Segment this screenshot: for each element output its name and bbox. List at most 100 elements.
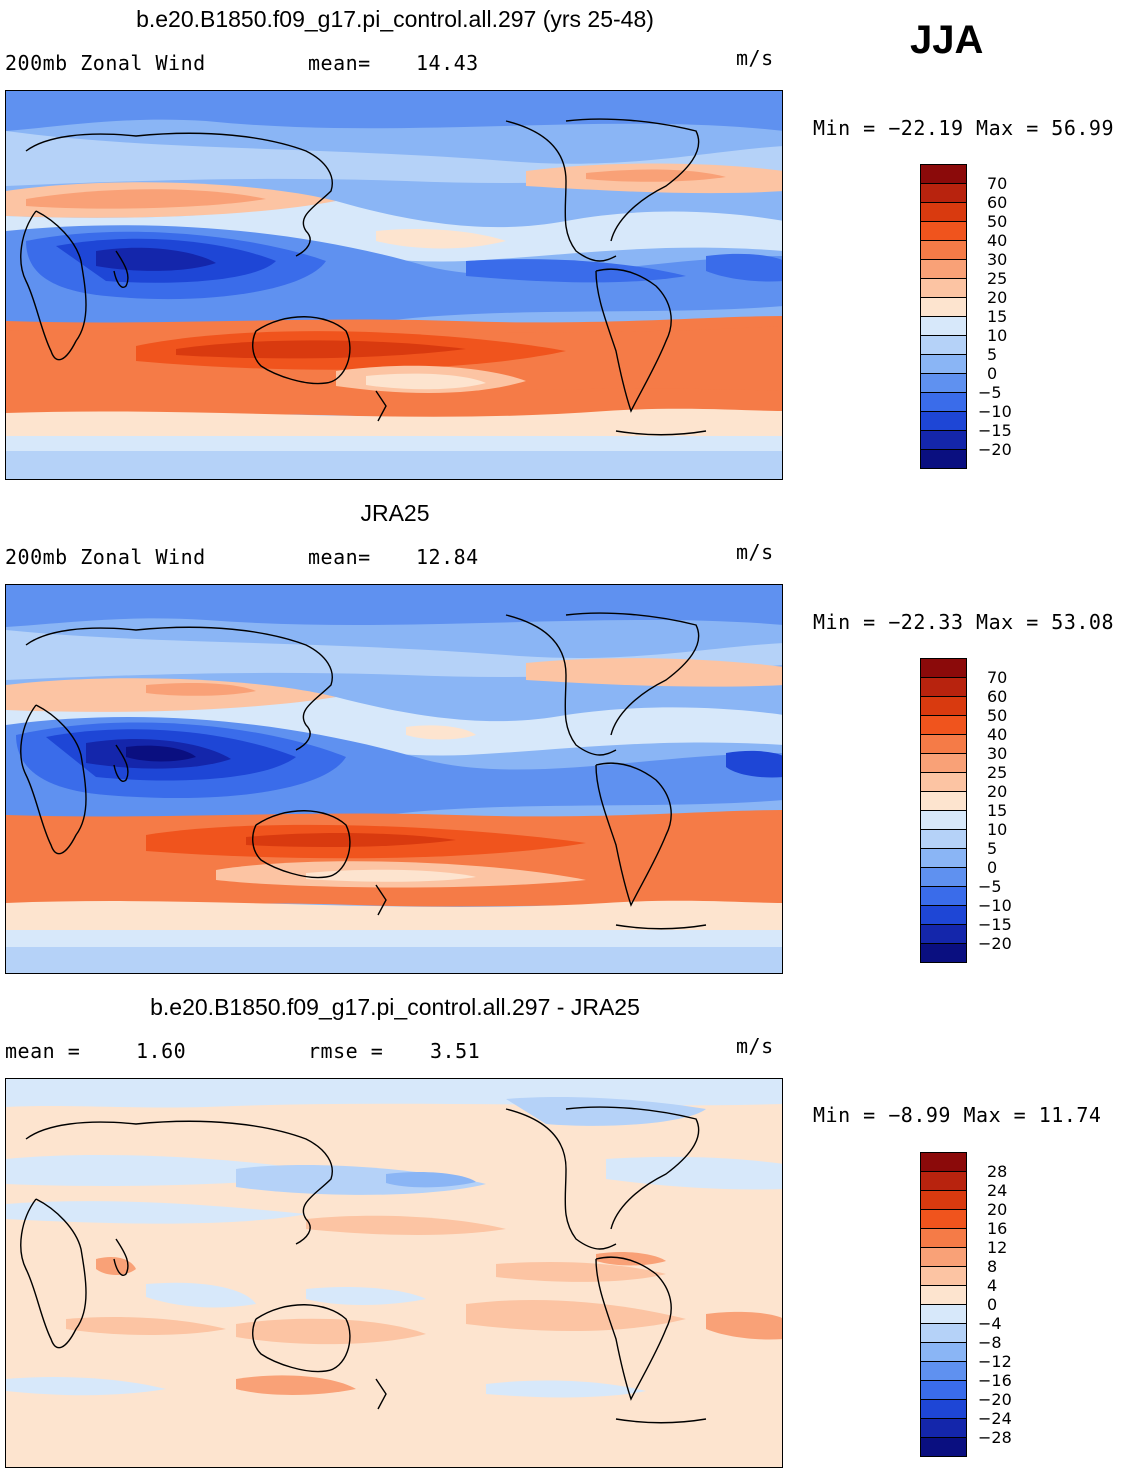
panel-3-colorbar-box	[920, 1304, 967, 1323]
panel-2-colorbar-tick-label: 60	[987, 687, 1008, 706]
panel-2-colorbar-box	[920, 677, 967, 696]
panel-3-colorbar-box	[920, 1285, 967, 1304]
panel-1-mean-value: 14.43	[416, 51, 479, 75]
panel-3-colorbar-box	[920, 1209, 967, 1228]
panel-3-colorbar-tick-label: −12	[978, 1352, 1012, 1371]
panel-2-colorbar-tick-label: −10	[978, 896, 1012, 915]
panel-1-colorbar-box	[920, 316, 967, 335]
panel-2-minmax: Min = −22.33 Max = 53.08	[813, 610, 1114, 634]
panel-1-colorbar-tick-label: 15	[987, 307, 1008, 326]
panel-2-colorbar-tick-label: −20	[978, 934, 1012, 953]
panel-3-colorbar-box	[920, 1190, 967, 1209]
panel-1-title: b.e20.B1850.f09_g17.pi_control.all.297 (…	[136, 6, 654, 32]
panel-2-colorbar-box	[920, 658, 967, 677]
panel-3-colorbar-tick-label: 12	[987, 1238, 1008, 1257]
panel-3-colorbar-tick-label: −20	[978, 1390, 1012, 1409]
panel-1-colorbar-box	[920, 240, 967, 259]
panel-3-colorbar-box	[920, 1323, 967, 1342]
panel-1-mean-label: mean=	[308, 51, 371, 75]
panel-2-colorbar-box	[920, 791, 967, 810]
panel-2-colorbar-tick-label: 10	[987, 820, 1008, 839]
panel-3-colorbar-box	[920, 1228, 967, 1247]
panel-3-colorbar-tick-label: 24	[987, 1181, 1008, 1200]
panel-1-colorbar-tick-label: 5	[987, 345, 998, 364]
panel-2-colorbar-box	[920, 867, 967, 886]
panel-1-colorbar-tick-label: −15	[978, 421, 1012, 440]
panel-2-colorbar-tick-label: −15	[978, 915, 1012, 934]
panel-3-colorbar-tick-label: −28	[978, 1428, 1012, 1447]
panel-3-minmax: Min = −8.99 Max = 11.74	[813, 1103, 1102, 1127]
panel-1-colorbar-box	[920, 164, 967, 183]
panel-2-colorbar-box	[920, 753, 967, 772]
panel-3-rmse-label: rmse =	[308, 1039, 384, 1063]
panel-1-colorbar-tick-label: 25	[987, 269, 1008, 288]
panel-2-colorbar-tick-label: 0	[987, 858, 998, 877]
panel-2-colorbar-box	[920, 772, 967, 791]
panel-3-colorbar-tick-label: 4	[987, 1276, 998, 1295]
panel-3-colorbar-tick-label: 16	[987, 1219, 1008, 1238]
panel-2-colorbar-box	[920, 848, 967, 867]
panel-2-colorbar-tick-label: 25	[987, 763, 1008, 782]
panel-2-colorbar-box	[920, 810, 967, 829]
panel-3-colorbar	[920, 1152, 967, 1457]
panel-1-colorbar-box	[920, 297, 967, 316]
panel-1-colorbar-box	[920, 335, 967, 354]
panel-3-rmse-value: 3.51	[430, 1039, 481, 1063]
panel-3-colorbar-box	[920, 1418, 967, 1437]
panel-1-colorbar-tick-label: 10	[987, 326, 1008, 345]
panel-2-colorbar-tick-label: 30	[987, 744, 1008, 763]
panel-1-colorbar-tick-label: −5	[978, 383, 1002, 402]
panel-1-minmax: Min = −22.19 Max = 56.99	[813, 116, 1114, 140]
panel-2-variable-label: 200mb Zonal Wind	[5, 545, 206, 569]
panel-2-colorbar-box	[920, 715, 967, 734]
panel-2-colorbar-box	[920, 829, 967, 848]
panel-3-colorbar-box	[920, 1247, 967, 1266]
panel-2-colorbar-box	[920, 696, 967, 715]
panel-1-colorbar-box	[920, 278, 967, 297]
panel-1-colorbar	[920, 164, 967, 469]
panel-1-colorbar-tick-label: 70	[987, 174, 1008, 193]
panel-3-colorbar-box	[920, 1152, 967, 1171]
panel-2-colorbar-box	[920, 943, 967, 963]
panel-3-colorbar-tick-label: 28	[987, 1162, 1008, 1181]
panel-1-variable-label: 200mb Zonal Wind	[5, 51, 206, 75]
panel-1-colorbar-tick-label: −10	[978, 402, 1012, 421]
panel-3-colorbar-tick-label: −8	[978, 1333, 1002, 1352]
panel-2-colorbar-tick-label: 40	[987, 725, 1008, 744]
panel-3-colorbar-tick-label: 0	[987, 1295, 998, 1314]
panel-2-contour-field	[6, 585, 782, 973]
panel-1-colorbar-box	[920, 449, 967, 469]
panel-1-colorbar-box	[920, 411, 967, 430]
panel-1-map	[5, 90, 783, 480]
panel-2-colorbar-box	[920, 905, 967, 924]
panel-3-mean-label: mean =	[5, 1039, 81, 1063]
panel-3-colorbar-box	[920, 1171, 967, 1190]
panel-1-colorbar-tick-label: 20	[987, 288, 1008, 307]
panel-3-colorbar-tick-label: 8	[987, 1257, 998, 1276]
panel-2-units: m/s	[736, 540, 774, 564]
panel-3-colorbar-box	[920, 1399, 967, 1418]
panel-2-colorbar-tick-label: 15	[987, 801, 1008, 820]
panel-3-contour-field	[6, 1079, 782, 1467]
panel-2-map	[5, 584, 783, 974]
panel-2-colorbar-tick-label: 20	[987, 782, 1008, 801]
panel-1-contour-field	[6, 91, 782, 479]
panel-1-colorbar-tick-label: 0	[987, 364, 998, 383]
panel-2-colorbar-tick-label: −5	[978, 877, 1002, 896]
panel-1-colorbar-box	[920, 354, 967, 373]
panel-2-mean-value: 12.84	[416, 545, 479, 569]
panel-2-colorbar-box	[920, 734, 967, 753]
panel-1-colorbar-tick-label: 40	[987, 231, 1008, 250]
panel-3-colorbar-tick-label: −16	[978, 1371, 1012, 1390]
panel-1-colorbar-box	[920, 430, 967, 449]
panel-1-colorbar-box	[920, 183, 967, 202]
panel-2-colorbar-box	[920, 886, 967, 905]
panel-3-colorbar-box	[920, 1437, 967, 1457]
panel-3-colorbar-box	[920, 1361, 967, 1380]
season-label: JJA	[910, 18, 984, 62]
panel-1-colorbar-box	[920, 221, 967, 240]
panel-1-colorbar-box	[920, 259, 967, 278]
panel-3-colorbar-tick-label: −4	[978, 1314, 1002, 1333]
panel-2-colorbar-tick-label: 5	[987, 839, 998, 858]
panel-2-colorbar-tick-label: 50	[987, 706, 1008, 725]
